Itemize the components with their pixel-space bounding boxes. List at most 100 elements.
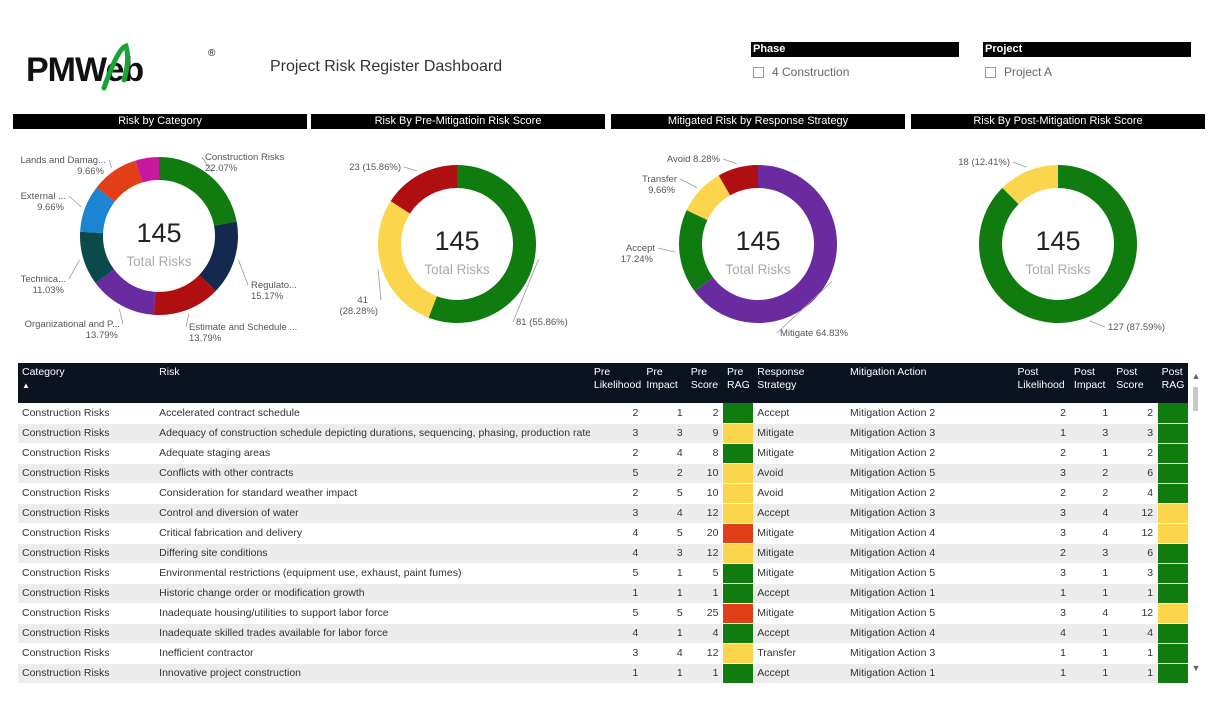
cell-risk: Inefficient contractor [155, 643, 590, 664]
cell-pre-rag [722, 643, 754, 664]
cell-post-rag [1157, 483, 1188, 504]
chart-title-pre-score: Risk By Pre-Mitigatioin Risk Score [311, 114, 605, 129]
cell-post-likelihood: 3 [1013, 503, 1070, 524]
cell-post-score: 2 [1112, 403, 1158, 424]
leader-line [238, 259, 249, 286]
donut-slice[interactable] [390, 165, 457, 214]
cell-post-likelihood: 3 [1013, 603, 1070, 624]
table-row[interactable]: Construction Risks Conflicts with other c… [18, 463, 1188, 484]
donut-slice[interactable] [199, 221, 238, 291]
col-header-post-rag[interactable]: Post RAG [1157, 363, 1188, 403]
col-header-response[interactable]: Response Strategy [753, 363, 847, 403]
donut-slice[interactable] [96, 160, 143, 202]
table-row[interactable]: Construction Risks Historic change order … [18, 583, 1188, 604]
col-header-pre-impact[interactable]: Pre Impact [642, 363, 687, 403]
donut-post-score[interactable]: 127 (87.59%) 18 (12.41%) 145 Total Risks [958, 157, 1165, 333]
cell-action: Mitigation Action 2 [846, 483, 1014, 504]
donut-pre-score[interactable]: 81 (55.86%) 41 (28.28%) 23 (15.86%) 145 Total… [339, 162, 567, 328]
cell-post-likelihood: 1 [1013, 423, 1070, 444]
donut-slice[interactable] [428, 165, 536, 323]
col-header-post-score[interactable]: Post Score [1112, 363, 1158, 403]
scroll-up-icon[interactable]: ▲ [1191, 371, 1201, 381]
donut-slice[interactable] [1002, 165, 1058, 205]
table-row[interactable]: Construction Risks Control and diversion … [18, 503, 1188, 524]
cell-pre-rag [722, 623, 754, 644]
phase-checkbox[interactable] [753, 66, 764, 78]
cell-risk: Inadequate skilled trades available for … [155, 623, 590, 644]
col-header-action[interactable]: Mitigation Action [846, 363, 1014, 403]
donut-response[interactable]: Mitigate 64.83% Accept 17.24% Transfer 9.66%… [621, 154, 849, 339]
cell-pre-score: 1 [686, 663, 723, 683]
donut-slice[interactable] [718, 165, 758, 196]
table-row[interactable]: Construction Risks Environmental restrict… [18, 563, 1188, 584]
table-row[interactable]: Construction Risks Inadequate skilled tra… [18, 623, 1188, 644]
table-body: Construction Risks Accelerated contract s… [18, 403, 1188, 683]
slice-label: Construction Risks 22.07% [205, 152, 284, 174]
cell-response: Mitigate [753, 443, 847, 464]
table-row[interactable]: Construction Risks Innovative project con… [18, 663, 1188, 683]
col-header-post-likelihood[interactable]: Post Likelihood [1013, 363, 1070, 403]
cell-post-impact: 1 [1069, 583, 1113, 604]
donut-slice[interactable] [679, 210, 714, 292]
donut-slice[interactable] [153, 274, 216, 315]
table-row[interactable]: Construction Risks Inefficient contractor… [18, 643, 1188, 664]
scroll-thumb[interactable] [1193, 387, 1198, 411]
cell-category: Construction Risks [18, 443, 156, 464]
slice-label: 127 (87.59%) [1108, 322, 1165, 333]
col-header-post-impact[interactable]: Post Impact [1069, 363, 1113, 403]
donut-slice[interactable] [159, 157, 237, 226]
donut-slice[interactable] [135, 157, 159, 183]
cell-post-impact: 1 [1069, 563, 1113, 584]
cell-pre-score: 25 [686, 603, 723, 624]
sort-ascending-icon[interactable]: ▲ [22, 381, 30, 390]
cell-response: Avoid [753, 483, 847, 504]
donut-slice[interactable] [377, 201, 437, 318]
col-header-pre-score[interactable]: Pre Score [686, 363, 723, 403]
donut-slice[interactable] [80, 231, 115, 284]
cell-pre-impact: 1 [642, 563, 687, 584]
cell-response: Transfer [753, 643, 847, 664]
table-row[interactable]: Construction Risks Consideration for stan… [18, 483, 1188, 504]
donut-charts: Construction Risks 22.07% Regulato... 15.17… [20, 152, 1165, 344]
project-option[interactable]: Project A [983, 65, 1191, 79]
cell-response: Avoid [753, 463, 847, 484]
donut-category[interactable]: Construction Risks 22.07% Regulato... 15.17… [20, 152, 297, 344]
col-header-category[interactable]: Category ▲ [18, 363, 156, 403]
table-row[interactable]: Construction Risks Accelerated contract s… [18, 403, 1188, 424]
scroll-down-icon[interactable]: ▼ [1191, 663, 1201, 673]
logo-swoosh [101, 42, 131, 91]
cell-post-rag [1157, 543, 1188, 564]
cell-post-rag [1157, 643, 1188, 664]
cell-risk: Innovative project construction [155, 663, 590, 683]
donut-slice[interactable] [95, 269, 156, 315]
col-header-risk[interactable]: Risk [155, 363, 590, 403]
cell-response: Accept [753, 583, 847, 604]
cell-action: Mitigation Action 4 [846, 623, 1014, 644]
table-row[interactable]: Construction Risks Adequacy of constructi… [18, 423, 1188, 444]
cell-post-impact: 2 [1069, 483, 1113, 504]
donut-slice[interactable] [80, 187, 115, 234]
cell-pre-likelihood: 4 [589, 623, 643, 644]
cell-pre-likelihood: 2 [589, 403, 643, 424]
phase-option[interactable]: 4 Construction [751, 65, 959, 79]
cell-risk: Environmental restrictions (equipment us… [155, 563, 590, 584]
slice-label: Accept 17.24% [621, 243, 656, 265]
table-row[interactable]: Construction Risks Inadequate housing/uti… [18, 603, 1188, 624]
logo-registered: ® [208, 48, 216, 59]
donut-slice[interactable] [686, 175, 731, 220]
cell-pre-impact: 1 [642, 403, 687, 424]
table-row[interactable]: Construction Risks Critical fabrication a… [18, 523, 1188, 544]
cell-pre-score: 4 [686, 623, 723, 644]
col-header-pre-likelihood[interactable]: Pre Likelihood [589, 363, 643, 403]
col-header-pre-rag[interactable]: Pre RAG [722, 363, 754, 403]
donut-slice[interactable] [694, 165, 838, 323]
table-row[interactable]: Construction Risks Differing site conditi… [18, 543, 1188, 564]
table-scrollbar[interactable]: ▲ ▼ [1189, 363, 1203, 683]
project-checkbox[interactable] [985, 66, 996, 78]
cell-category: Construction Risks [18, 523, 156, 544]
cell-post-likelihood: 3 [1013, 523, 1070, 544]
cell-risk: Adequacy of construction schedule depict… [155, 423, 590, 444]
leader-line [512, 259, 539, 323]
project-option-label: Project A [1004, 65, 1053, 79]
table-row[interactable]: Construction Risks Adequate staging areas… [18, 443, 1188, 464]
